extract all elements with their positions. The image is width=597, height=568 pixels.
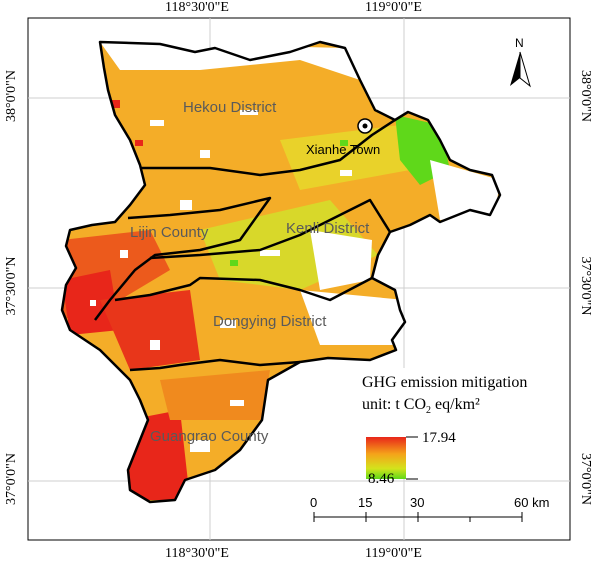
scale-label-30: 30 — [410, 495, 425, 510]
region-label-guangrao: Guangrao County — [150, 428, 269, 445]
kenli-boundary — [149, 198, 392, 260]
scale-bar — [313, 512, 523, 522]
lat-right-3: 37°0'0"N — [578, 453, 593, 505]
lat-left-1: 38°0'0"N — [4, 70, 19, 122]
lijin-boundary — [94, 196, 272, 321]
lat-left-2: 37°30'0"N — [4, 256, 19, 316]
lon-bottom-2: 119°0'0"E — [365, 546, 422, 561]
legend-background — [300, 368, 545, 478]
legend-max: 17.94 — [422, 430, 456, 446]
dongying-south-boundary — [129, 358, 301, 372]
legend-color-ramp — [366, 437, 406, 479]
scale-label-60: 60 km — [514, 495, 550, 510]
north-label: N — [515, 36, 524, 50]
xianhe-marker — [357, 118, 373, 134]
lat-right-2: 37°30'0"N — [578, 256, 593, 316]
region-label-dongying: Dongying District — [213, 313, 327, 330]
boundaries — [60, 40, 502, 504]
lat-left-3: 37°0'0"N — [4, 453, 19, 505]
town-label-xianhe: Xianhe Town — [306, 142, 381, 157]
scale-label-15: 15 — [358, 495, 373, 510]
lon-top-1: 118°30'0"E — [165, 0, 229, 15]
legend-unit: unit: t CO2 eq/km² — [362, 396, 480, 417]
region-label-lijin: Lijin County — [130, 224, 209, 241]
outer-boundary — [60, 40, 502, 504]
dongying-north-boundary — [114, 276, 373, 302]
north-arrow — [510, 51, 531, 88]
lon-bottom-1: 118°30'0"E — [165, 546, 229, 561]
lat-right-1: 38°0'0"N — [578, 70, 593, 122]
lon-top-2: 119°0'0"E — [365, 0, 422, 15]
legend-min: 8.46 — [368, 471, 395, 487]
region-label-hekou: Hekou District — [183, 99, 277, 116]
hekou-boundary — [140, 118, 396, 177]
legend-title: GHG emission mitigation — [362, 374, 528, 391]
scale-label-0: 0 — [310, 495, 318, 510]
region-label-kenli: Kenli District — [286, 220, 370, 237]
